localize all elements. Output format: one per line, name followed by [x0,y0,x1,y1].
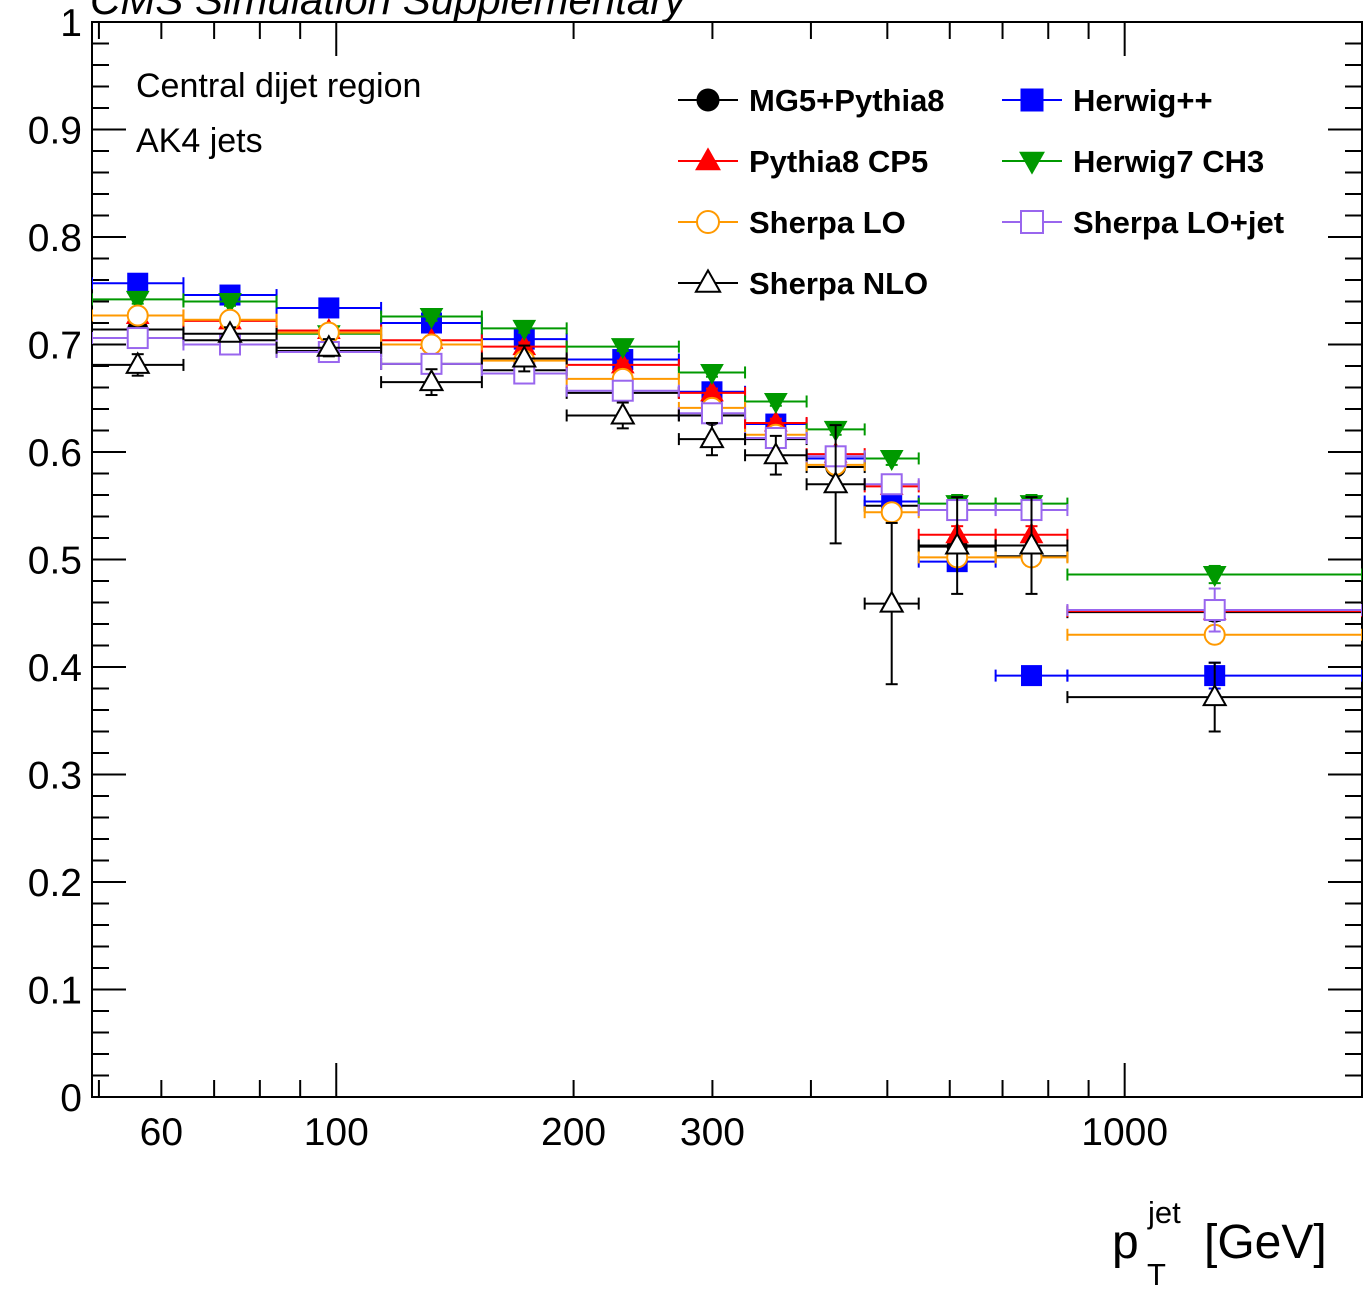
data-point [610,401,636,425]
legend-item: Pythia8 CP5 [678,144,928,179]
x-tick-label: 100 [304,1111,369,1154]
legend-item: Herwig7 CH3 [1002,144,1264,179]
x-axis-title-unit: [GeV] [1204,1216,1327,1269]
y-tick-labels: 0 0.1 0.2 0.3 0.4 0.5 0.6 0.7 0.8 0.9 1 [28,2,82,1120]
y-tick-label: 0.2 [28,862,82,905]
data-point [700,363,724,385]
y-tick-label: 0.1 [28,970,82,1013]
data-point [880,473,903,496]
y-tick-label: 1 [60,2,82,45]
legend-item: Sherpa LO [678,205,906,240]
series-mg5-pythia8 [92,318,1362,623]
series-sherpa-nlo [92,320,1362,733]
legend-item: MG5+Pythia8 [678,83,945,118]
y-tick-label: 0.9 [28,110,82,153]
y-tick-label: 0.8 [28,217,82,260]
data-point [1201,683,1228,707]
data-point [1018,531,1045,555]
y-tick-label: 0 [60,1077,82,1120]
data-point [316,334,342,357]
x-tick-label: 1000 [1081,1111,1168,1154]
legend-label: Sherpa LO [749,205,906,240]
data-point [879,449,904,471]
data-point [944,531,970,555]
data-point [1203,599,1226,622]
x-axis-title-main: p [1112,1216,1139,1269]
legend-marker [696,88,720,112]
series-layer [92,272,1362,733]
data-point [822,470,849,494]
series-herwig7-ch3 [92,290,1362,588]
data-point [126,304,149,327]
data-point [878,590,905,613]
data-point [217,320,243,343]
legend-marker [1020,88,1044,112]
annotation-region: Central dijet region [136,67,421,105]
axis-ticks [92,21,1363,1098]
y-tick-label: 0.7 [28,325,82,368]
x-tick-label: 200 [541,1111,606,1154]
x-tick-labels: 60 100 200 300 1000 [140,1111,1168,1154]
x-tick-label: 60 [140,1111,183,1154]
legend-label: Pythia8 CP5 [749,144,928,179]
x-axis-title-sup: jet [1147,1195,1181,1230]
y-tick-label: 0.6 [28,432,82,475]
legend-marker [1020,210,1044,234]
y-tick-label: 0.4 [28,647,82,690]
data-point [1021,665,1043,687]
legend-label: Herwig++ [1073,83,1213,118]
data-point [512,319,537,341]
annotation-jets: AK4 jets [136,122,263,160]
series-sherpa-lo-jet [92,327,1362,633]
y-tick-label: 0.3 [28,755,82,798]
data-point [218,293,242,315]
series-sherpa-lo [92,304,1362,646]
data-point [511,344,537,368]
data-point [763,392,788,414]
data-point [127,272,149,294]
x-tick-label: 300 [680,1111,745,1154]
data-point [610,338,635,360]
data-point [1202,566,1227,588]
data-point [420,333,443,356]
legend-item: Herwig++ [1002,83,1213,118]
legend-marker [694,268,722,293]
legend-marker [695,147,721,171]
legend-marker [696,210,720,234]
legend: MG5+Pythia8 Herwig++ Pythia8 CP5 Herwig7 CH… [678,83,1284,301]
plot-frame [91,21,1363,1098]
data-point [419,308,444,330]
legend-item: Sherpa LO+jet [1002,205,1284,240]
x-axis-title-sub: T [1147,1257,1166,1292]
legend-label: MG5+Pythia8 [749,83,945,118]
series-herwig- [92,272,1362,690]
data-point [611,379,634,402]
data-point [126,327,149,350]
x-axis-title: p jet T [GeV] [1112,1195,1327,1292]
data-point [125,351,151,374]
header-text: CMS Simulation Supplementary [90,0,688,23]
legend-label: Sherpa LO+jet [1073,205,1284,240]
legend-label: Herwig7 CH3 [1073,144,1264,179]
legend-item: Sherpa NLO [678,266,928,301]
legend-marker [1019,151,1045,175]
legend-label: Sherpa NLO [749,266,928,301]
data-point [125,290,150,312]
data-point [880,501,903,524]
data-point [418,368,445,392]
data-point [763,441,789,465]
data-point [700,402,723,425]
y-tick-label: 0.5 [28,540,82,583]
data-point [318,297,340,319]
data-point [699,425,725,449]
